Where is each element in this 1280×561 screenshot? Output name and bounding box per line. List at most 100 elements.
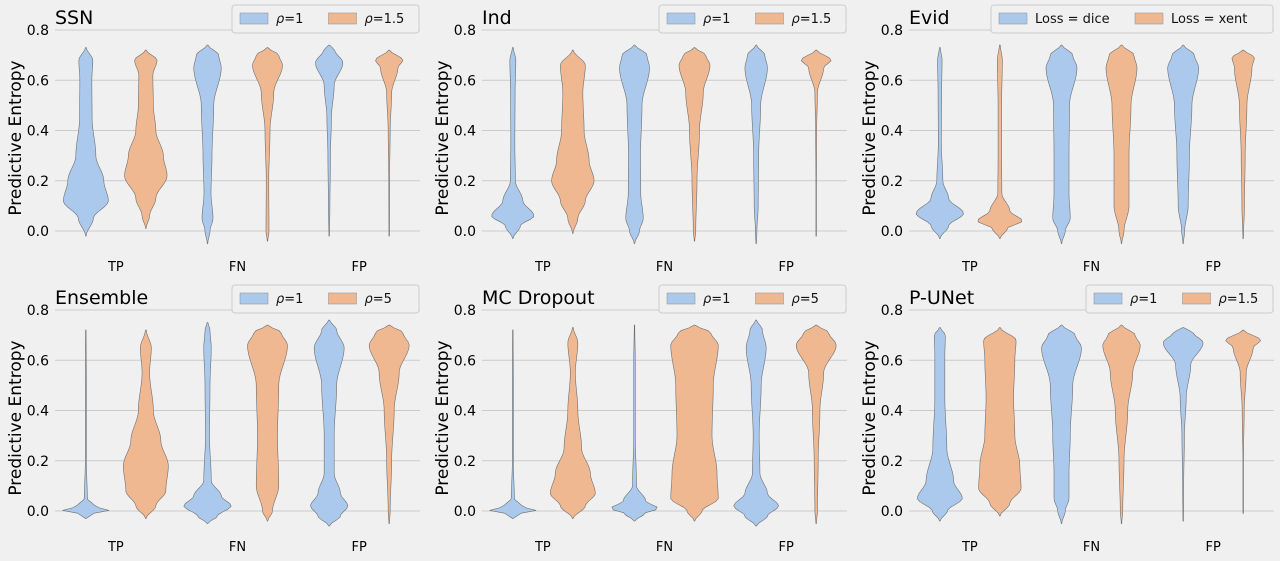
violin-fp-series-1 xyxy=(744,44,768,244)
violin-fp-series-2 xyxy=(375,49,404,237)
legend-label: Loss = xent xyxy=(1171,12,1247,27)
legend-label: Loss = dice xyxy=(1035,12,1110,27)
y-tick-label: 0.4 xyxy=(454,404,476,420)
legend-symbol: ρ xyxy=(365,292,374,307)
y-tick-label: 0.4 xyxy=(27,124,49,140)
y-tick-label: 0.2 xyxy=(881,174,903,190)
violin-fn-series-2 xyxy=(252,47,283,242)
y-tick-label: 0.2 xyxy=(881,454,903,470)
x-tick-label: TP xyxy=(961,540,978,555)
violin-tp-series-1 xyxy=(917,327,963,522)
legend-label: ρ=1 xyxy=(1130,292,1157,307)
violin-tp-series-2 xyxy=(977,44,1022,239)
legend-swatch xyxy=(328,12,357,25)
violin-fp-series-1 xyxy=(315,44,344,237)
legend-swatch xyxy=(755,292,784,305)
y-tick-label: 0.8 xyxy=(881,303,903,319)
y-tick-label: 0.4 xyxy=(454,124,476,140)
violin-fn-series-2 xyxy=(1105,44,1138,244)
legend-swatch xyxy=(755,12,784,25)
legend-swatch xyxy=(666,12,696,25)
legend-value: =1.5 xyxy=(800,12,832,27)
x-tick-label: FP xyxy=(1206,540,1221,555)
x-tick-label: FP xyxy=(352,540,367,555)
x-tick-label: TP xyxy=(107,260,124,275)
y-tick-label: 0.4 xyxy=(881,404,903,420)
legend-value: =1.5 xyxy=(373,12,405,27)
y-tick-label: 0.6 xyxy=(27,353,49,369)
legend-label: ρ=1.5 xyxy=(1219,292,1259,307)
legend-value: =1 xyxy=(1138,292,1157,307)
y-tick-label: 0.0 xyxy=(881,504,903,520)
legend-value: =1 xyxy=(711,292,730,307)
x-tick-label: FP xyxy=(779,540,794,555)
y-tick-label: 0.6 xyxy=(27,73,49,89)
violin-fp-series-1 xyxy=(733,319,779,527)
violin-fn-series-2 xyxy=(678,47,711,242)
violin-fn-series-1 xyxy=(1045,44,1078,244)
y-axis-label: Predictive Entropy xyxy=(433,340,453,495)
violin-fp-series-1 xyxy=(1163,327,1204,522)
legend-value: =5 xyxy=(373,292,392,307)
y-tick-label: 0.6 xyxy=(881,73,903,89)
legend-symbol: ρ xyxy=(792,12,801,27)
x-tick-label: FP xyxy=(779,260,794,275)
legend: ρ=1 ρ=5 xyxy=(231,284,420,314)
y-tick-label: 0.6 xyxy=(881,353,903,369)
y-tick-label: 0.2 xyxy=(27,454,49,470)
chart-title: MC Dropout xyxy=(482,287,595,309)
x-tick-label: FN xyxy=(1083,260,1100,275)
y-tick-label: 0.0 xyxy=(454,504,476,520)
legend-box xyxy=(658,4,847,34)
legend-symbol: ρ xyxy=(276,12,285,27)
x-tick-label: TP xyxy=(961,260,978,275)
legend-label: ρ=1 xyxy=(703,12,730,27)
legend-label: ρ=1 xyxy=(703,292,730,307)
panel-5: 0.0 0.2 0.4 0.6 0.8 Predictive Entropy MC Drop… xyxy=(433,284,847,555)
y-tick-label: 0.8 xyxy=(27,303,49,319)
chart-title: Evid xyxy=(909,7,950,29)
legend-box xyxy=(990,4,1274,34)
legend-symbol: ρ xyxy=(703,292,712,307)
violin-tp-series-1 xyxy=(915,47,964,239)
chart-title: Ind xyxy=(482,7,512,29)
legend-label: ρ=1.5 xyxy=(365,12,405,27)
legend-value: Loss = xent xyxy=(1171,12,1247,27)
x-tick-label: TP xyxy=(534,540,551,555)
legend: ρ=1 ρ=5 xyxy=(658,284,847,314)
violin-fn-series-1 xyxy=(193,44,222,244)
violin-fp-series-2 xyxy=(1231,49,1255,239)
legend-box xyxy=(231,4,420,34)
legend-symbol: ρ xyxy=(703,12,712,27)
legend-symbol: ρ xyxy=(365,12,374,27)
panel-4: 0.0 0.2 0.4 0.6 0.8 Predictive Entropy Ensembl… xyxy=(6,284,420,555)
chart-title: SSN xyxy=(55,7,93,29)
y-tick-label: 0.8 xyxy=(454,303,476,319)
y-axis-label: Predictive Entropy xyxy=(6,340,26,495)
legend-symbol: ρ xyxy=(1219,292,1228,307)
legend-symbol: ρ xyxy=(792,292,801,307)
y-tick-label: 0.0 xyxy=(454,224,476,240)
legend-swatch xyxy=(239,12,269,25)
violin-fn-series-1 xyxy=(611,324,658,522)
y-axis-label: Predictive Entropy xyxy=(433,60,453,215)
y-tick-label: 0.2 xyxy=(454,174,476,190)
y-axis-label: Predictive Entropy xyxy=(6,60,26,215)
y-tick-label: 0.4 xyxy=(881,124,903,140)
violin-fn-series-2 xyxy=(670,324,719,522)
legend: ρ=1 ρ=1.5 xyxy=(658,4,847,34)
legend-value: Loss = dice xyxy=(1035,12,1110,27)
y-tick-label: 0.4 xyxy=(27,404,49,420)
violin-tp-series-2 xyxy=(978,327,1022,517)
y-tick-label: 0.6 xyxy=(454,73,476,89)
x-tick-label: FN xyxy=(656,260,673,275)
violin-fn-series-1 xyxy=(619,44,650,244)
y-axis-label: Predictive Entropy xyxy=(860,60,880,215)
x-tick-label: TP xyxy=(534,260,551,275)
legend-label: ρ=5 xyxy=(365,292,392,307)
violin-fp-series-2 xyxy=(795,324,837,524)
y-tick-label: 0.6 xyxy=(454,353,476,369)
x-tick-label: FP xyxy=(1206,260,1221,275)
legend-symbol: ρ xyxy=(1130,292,1139,307)
